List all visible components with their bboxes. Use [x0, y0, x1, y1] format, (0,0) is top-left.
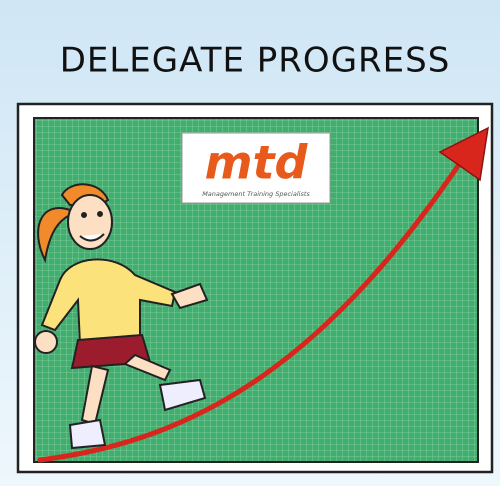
logo: mtd Management Training Specialists [182, 133, 330, 203]
logo-name: mtd [205, 136, 309, 190]
logo-tagline: Management Training Specialists [202, 190, 310, 198]
title: DELEGATE PROGRESS [60, 41, 451, 81]
illustration: DELEGATE PROGRESS mtd Management Trainin… [0, 0, 500, 486]
